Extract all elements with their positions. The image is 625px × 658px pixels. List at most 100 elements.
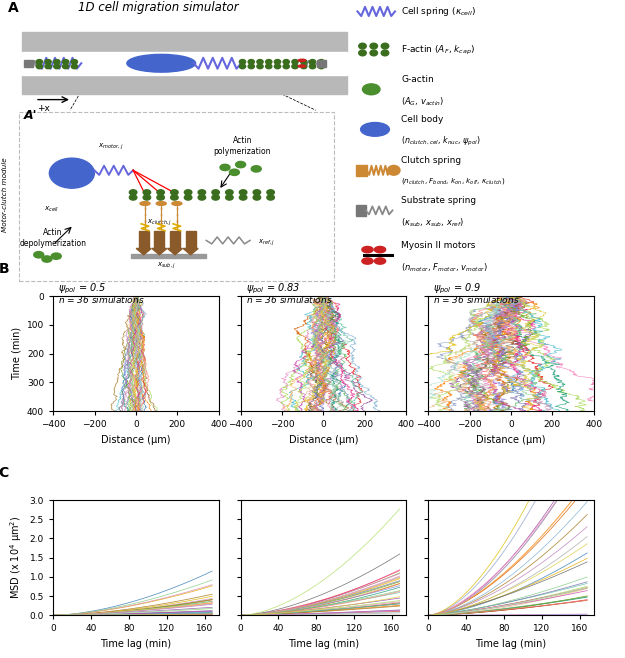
Ellipse shape [298, 65, 306, 67]
Bar [22, 51, 347, 75]
Ellipse shape [266, 64, 272, 68]
Text: 1D cell migration simulator: 1D cell migration simulator [78, 1, 239, 14]
Text: $\psi_{pol}$ = 0.9: $\psi_{pol}$ = 0.9 [433, 281, 481, 295]
Ellipse shape [362, 84, 380, 95]
Text: Motor-clutch module: Motor-clutch module [2, 157, 8, 232]
Ellipse shape [143, 195, 151, 200]
Text: Clutch spring: Clutch spring [401, 155, 461, 164]
Ellipse shape [298, 59, 306, 62]
Text: Actin
polymerization: Actin polymerization [214, 136, 271, 156]
Ellipse shape [226, 195, 233, 200]
Ellipse shape [62, 64, 69, 68]
Ellipse shape [257, 64, 263, 68]
Ellipse shape [239, 190, 247, 195]
Ellipse shape [318, 64, 324, 68]
Text: $x_{clutch,j}$: $x_{clutch,j}$ [147, 218, 172, 228]
Text: $n$ = 36 simulations: $n$ = 36 simulations [58, 293, 145, 305]
Ellipse shape [184, 190, 192, 195]
Y-axis label: MSD (x 10$^4$ μm$^2$): MSD (x 10$^4$ μm$^2$) [8, 516, 24, 599]
Ellipse shape [36, 64, 42, 68]
Text: ($n_{clutch}$, $F_{bond}$, $k_{on}$, $k_{off}$, $\kappa_{clutch}$): ($n_{clutch}$, $F_{bond}$, $k_{on}$, $k_… [401, 176, 506, 186]
Bar [24, 61, 32, 66]
Text: A: A [8, 1, 18, 15]
Text: ($n_{motor}$, $F_{motor}$, $v_{motor}$): ($n_{motor}$, $F_{motor}$, $v_{motor}$) [401, 261, 488, 274]
Ellipse shape [362, 258, 373, 265]
Ellipse shape [359, 50, 366, 56]
X-axis label: Time lag (min): Time lag (min) [476, 639, 546, 649]
Ellipse shape [239, 195, 247, 200]
Ellipse shape [184, 195, 192, 200]
Text: G-actin: G-actin [401, 74, 434, 84]
Ellipse shape [54, 64, 60, 68]
Ellipse shape [34, 251, 44, 258]
Ellipse shape [212, 195, 219, 200]
Bar [131, 253, 206, 258]
Ellipse shape [45, 64, 51, 68]
Ellipse shape [220, 164, 230, 170]
Ellipse shape [129, 190, 137, 195]
Text: ($n_{clutch,cel}$, $k_{nuc}$, $\psi_{pol}$): ($n_{clutch,cel}$, $k_{nuc}$, $\psi_{pol… [401, 135, 481, 148]
Ellipse shape [361, 122, 389, 136]
Ellipse shape [248, 59, 254, 64]
Text: $n$ = 36 simulations: $n$ = 36 simulations [246, 293, 332, 305]
Bar [356, 164, 367, 176]
Ellipse shape [239, 64, 246, 68]
Ellipse shape [198, 190, 206, 195]
Text: ($\kappa_{sub}$, $x_{sub}$, $x_{ref}$): ($\kappa_{sub}$, $x_{sub}$, $x_{ref}$) [401, 216, 464, 228]
Ellipse shape [212, 190, 219, 195]
Ellipse shape [157, 190, 164, 195]
X-axis label: Time lag (min): Time lag (min) [101, 639, 171, 649]
Text: Substrate spring: Substrate spring [401, 195, 476, 205]
Text: Cell spring ($\kappa_{cell}$): Cell spring ($\kappa_{cell}$) [401, 5, 476, 18]
Ellipse shape [129, 195, 137, 200]
Ellipse shape [292, 59, 298, 64]
Text: Myosin II motors: Myosin II motors [401, 241, 476, 249]
Ellipse shape [198, 195, 206, 200]
Ellipse shape [171, 195, 178, 200]
Ellipse shape [253, 195, 261, 200]
Ellipse shape [388, 165, 400, 175]
Bar [356, 205, 366, 216]
Bar [154, 231, 164, 249]
X-axis label: Distance (μm): Distance (μm) [101, 435, 171, 445]
Bar [186, 231, 196, 249]
Bar [139, 231, 149, 249]
Ellipse shape [381, 43, 389, 49]
Ellipse shape [239, 59, 246, 64]
Ellipse shape [51, 253, 61, 259]
Ellipse shape [71, 59, 78, 64]
Ellipse shape [143, 190, 151, 195]
Ellipse shape [45, 59, 51, 64]
Text: C: C [0, 466, 9, 480]
Ellipse shape [381, 50, 389, 56]
Text: A': A' [24, 109, 38, 122]
Ellipse shape [140, 201, 150, 205]
Ellipse shape [283, 64, 289, 68]
Ellipse shape [301, 59, 307, 64]
Ellipse shape [318, 59, 324, 64]
Text: $\psi_{pol}$ = 0.83: $\psi_{pol}$ = 0.83 [246, 281, 300, 295]
Text: $n$ = 36 simulations: $n$ = 36 simulations [433, 293, 520, 305]
Polygon shape [152, 249, 167, 255]
Ellipse shape [370, 43, 378, 49]
Ellipse shape [253, 190, 261, 195]
Ellipse shape [42, 256, 52, 262]
Bar [170, 231, 180, 249]
Ellipse shape [156, 201, 166, 205]
Ellipse shape [274, 64, 281, 68]
Ellipse shape [374, 247, 386, 253]
Ellipse shape [266, 59, 272, 64]
Ellipse shape [370, 50, 378, 56]
Ellipse shape [274, 59, 281, 64]
Bar [22, 75, 347, 95]
Ellipse shape [362, 247, 373, 253]
Bar [22, 32, 347, 51]
Polygon shape [168, 249, 182, 255]
Ellipse shape [226, 190, 233, 195]
Text: $x_{motor,j}$: $x_{motor,j}$ [98, 141, 124, 152]
Text: B: B [0, 261, 9, 276]
Bar [317, 61, 326, 66]
X-axis label: Time lag (min): Time lag (min) [288, 639, 359, 649]
Ellipse shape [309, 64, 316, 68]
Ellipse shape [267, 190, 274, 195]
